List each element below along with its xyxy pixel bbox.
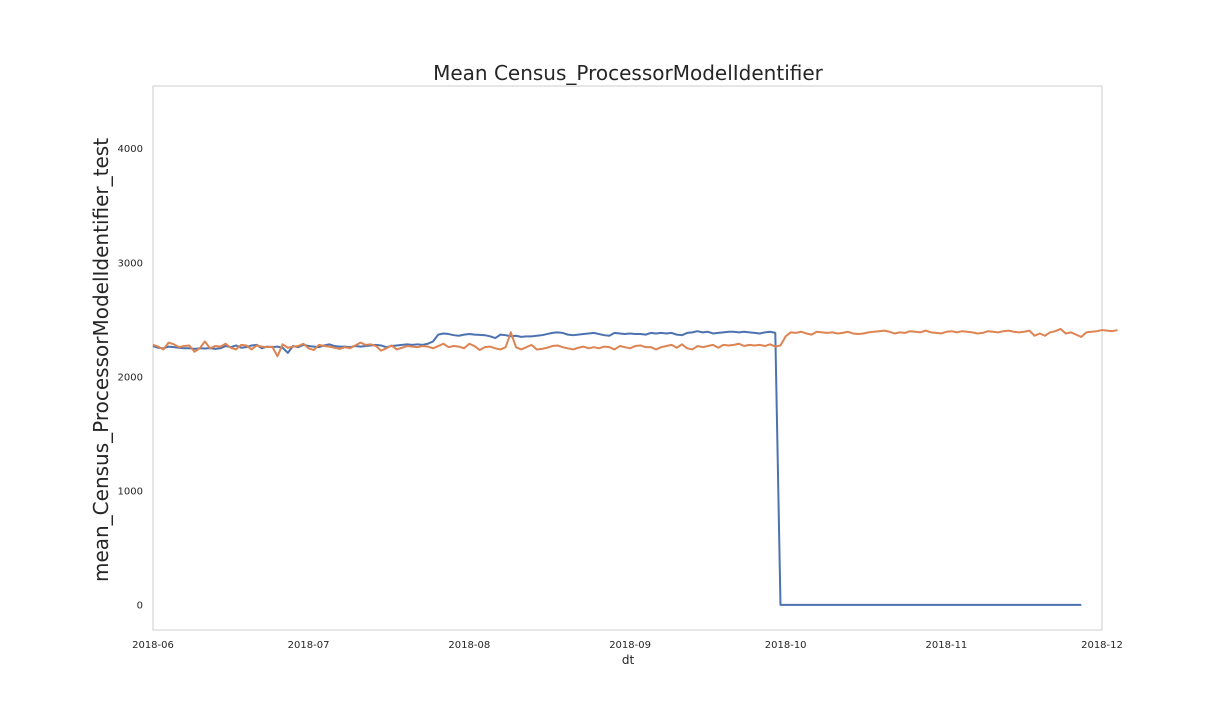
y-axis: 0 1000 2000 3000 4000 [118, 144, 143, 611]
x-tick-label: 2018-07 [288, 640, 330, 651]
series-line-2 [152, 327, 1118, 358]
y-tick-label: 2000 [118, 372, 143, 383]
x-axis: 2018-06 2018-07 2018-08 2018-09 2018-10 2018-… [132, 640, 1123, 651]
x-axis-label: dt [622, 653, 635, 667]
chart-title: Mean Census_ProcessorModelIdentifier [433, 61, 824, 85]
y-tick-label: 3000 [118, 258, 143, 269]
x-tick-label: 2018-11 [926, 640, 968, 651]
x-tick-label: 2018-08 [448, 640, 490, 651]
x-tick-label: 2018-12 [1081, 640, 1123, 651]
y-tick-label: 4000 [118, 144, 143, 155]
x-tick-label: 2018-09 [609, 640, 651, 651]
y-axis-label: mean_Census_ProcessorModelIdentifier_tes… [89, 138, 113, 582]
plot-area [152, 85, 1103, 631]
series-layer [152, 327, 1118, 606]
x-tick-label: 2018-06 [132, 640, 174, 651]
y-tick-label: 1000 [118, 486, 143, 497]
x-tick-label: 2018-10 [765, 640, 807, 651]
y-tick-label: 0 [137, 600, 143, 611]
series-line-1 [152, 330, 1082, 606]
